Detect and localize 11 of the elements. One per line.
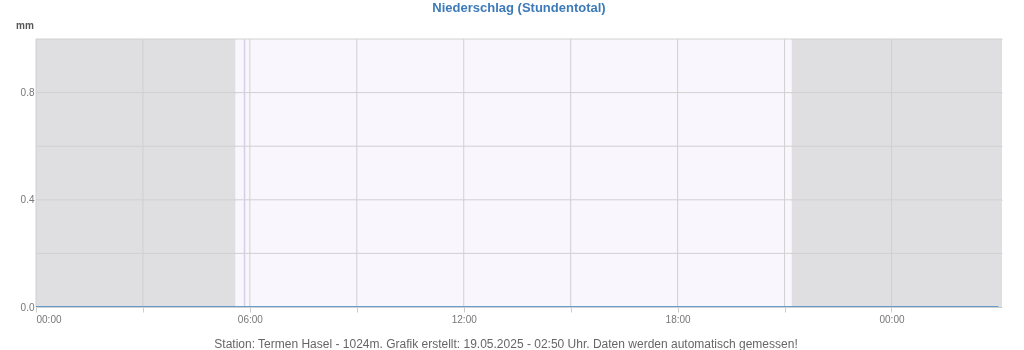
x-tick-label: 00:00: [36, 313, 62, 325]
x-tick-label: 06:00: [237, 313, 264, 325]
chart-title: Niederschlag (Stundentotal): [432, 0, 606, 15]
x-tick-label: 12:00: [451, 313, 478, 325]
y-tick-label: 0.8: [20, 87, 35, 99]
x-tick-label: 18:00: [665, 313, 692, 325]
y-axis-title: mm: [16, 20, 34, 31]
text: Station: Termen Hasel - 1024m. Grafik erstellt: 19.05.2025 - 02:50 Uhr. Daten werden automatisch gemessen!: [214, 337, 798, 350]
y-tick-label: 0.0: [20, 301, 35, 313]
y-tick-label: 0.4: [20, 194, 35, 206]
x-tick-label: 00:00: [879, 313, 905, 325]
